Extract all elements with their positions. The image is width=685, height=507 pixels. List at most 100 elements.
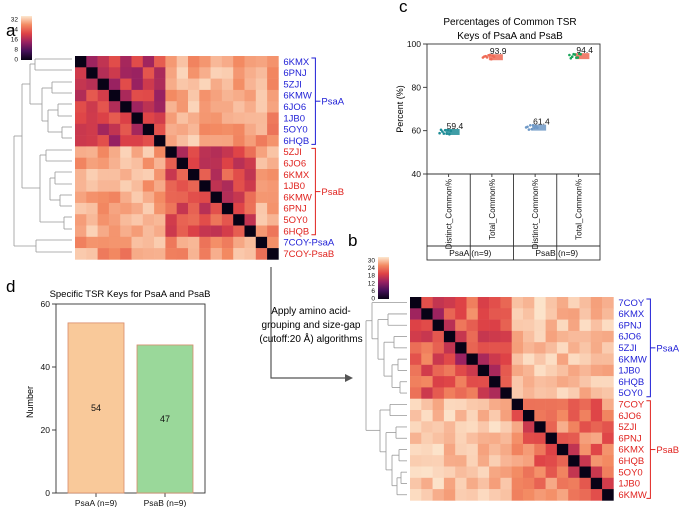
heatmap-a-labels: 6KMX6PNJ5ZJI6KMW6JO61JB05OY06HQB5ZJI6JO6… xyxy=(283,57,335,260)
heatmap-a-cell xyxy=(267,123,279,136)
heatmap-a-cell xyxy=(108,101,121,113)
heatmap-a-cell xyxy=(154,89,166,102)
heatmap-a-cell xyxy=(255,123,268,136)
heatmap-a-cell xyxy=(97,225,110,238)
heatmap-b-cell xyxy=(432,387,445,399)
heatmap-a-cell xyxy=(244,191,257,204)
heatmap-a-cell xyxy=(120,56,132,68)
heatmap-b-cell xyxy=(410,443,422,456)
heatmap-a-cell xyxy=(165,112,177,125)
heatmap-a-cell xyxy=(154,248,166,260)
heatmap-b-cell xyxy=(500,330,512,343)
heatmap-a-cell xyxy=(255,180,268,192)
heatmap-a-cell xyxy=(221,123,234,136)
heatmap-b-cell xyxy=(556,330,569,343)
heatmap-a-cell xyxy=(86,169,98,181)
heatmap-a-cell xyxy=(154,123,166,136)
heatmap-b-cell xyxy=(489,455,501,467)
heatmap-a-cell xyxy=(244,78,257,91)
heatmap-a-cell xyxy=(86,157,98,170)
heatmap-a-cell xyxy=(108,56,121,68)
heatmap-a-cell xyxy=(255,89,268,102)
heatmap-a-row-label: 6JO6 xyxy=(283,159,306,170)
heatmap-b-cell xyxy=(579,308,592,320)
heatmap-a-cell xyxy=(188,180,200,192)
chart-d-ytick-label: 40 xyxy=(41,362,51,372)
heatmap-a-cell xyxy=(210,56,223,68)
heatmap-a-cell xyxy=(244,146,257,158)
heatmap-a-cell xyxy=(210,191,223,204)
heatmap-a-cell xyxy=(108,123,121,136)
heatmap-b-row-label: 6KMW xyxy=(618,354,647,365)
heatmap-a-cell xyxy=(131,89,144,102)
chart-c-data-point xyxy=(492,55,496,59)
chart-c-mean-box xyxy=(575,53,590,60)
heatmap-b-cell xyxy=(545,410,558,422)
heatmap-b-cell xyxy=(602,319,614,332)
chart-c-marks: 59.4 93.9 61.4 94.4 xyxy=(438,45,593,136)
heatmap-a-cell xyxy=(233,236,245,249)
heatmap-a-cell xyxy=(108,225,121,238)
heatmap-a-cell xyxy=(233,101,245,113)
heatmap-b-cell xyxy=(455,477,467,490)
heatmap-a-cell xyxy=(75,67,87,79)
heatmap-b-cell xyxy=(523,364,535,377)
heatmap-a-cell xyxy=(97,112,110,125)
chart-c-group-label: PsaA (n=9) xyxy=(449,248,491,258)
heatmap-b-row-label: 6HQB xyxy=(618,456,644,467)
chart-c-value-label: 61.4 xyxy=(533,117,550,127)
heatmap-b-cell xyxy=(455,297,467,309)
heatmap-a-cell xyxy=(108,169,121,181)
heatmap-a-cell xyxy=(210,67,223,79)
heatmap-b-cell xyxy=(590,297,603,309)
heatmap-a-cell xyxy=(267,225,279,238)
heatmap-b-cell xyxy=(455,410,467,422)
heatmap-a-cell xyxy=(97,202,110,215)
heatmap-a-cell xyxy=(97,67,110,79)
heatmap-a-cell xyxy=(199,101,211,113)
heatmap-b-cell xyxy=(568,455,580,467)
heatmap-a-cell xyxy=(221,214,234,226)
heatmap-b-cell xyxy=(568,353,580,366)
heatmap-b-cell xyxy=(477,489,490,501)
heatmap-b-cell xyxy=(432,455,445,467)
heatmap-a-cell xyxy=(188,67,200,79)
heatmap-b-cell xyxy=(443,330,456,343)
heatmap-b-cell xyxy=(534,398,546,411)
heatmap-a-cell xyxy=(199,236,211,249)
heatmap-a-cell xyxy=(108,89,121,102)
heatmap-b-cell xyxy=(568,364,580,377)
heatmap-b-cell xyxy=(511,455,524,467)
heatmap-a-cell xyxy=(199,248,211,260)
heatmap-b-cell xyxy=(579,376,592,388)
heatmap-b-cell xyxy=(432,466,445,479)
heatmap-b-cell xyxy=(602,297,614,309)
heatmap-b-cell xyxy=(421,443,433,456)
heatmap-a-cell xyxy=(154,225,166,238)
heatmap-a-cell xyxy=(199,78,211,91)
heatmap-a-cell xyxy=(75,157,87,170)
heatmap-b-row-label: 1JB0 xyxy=(618,366,640,377)
chart-c-mean-box xyxy=(532,124,547,131)
heatmap-a-cell xyxy=(233,89,245,102)
heatmap-b-cell xyxy=(477,466,490,479)
heatmap-a-cell xyxy=(255,56,268,68)
heatmap-a-cell xyxy=(188,157,200,170)
heatmap-a-cell xyxy=(142,225,155,238)
chart-c-data-point xyxy=(446,128,450,132)
heatmap-b-cell xyxy=(410,455,422,467)
chart-c-mean-box xyxy=(488,54,503,61)
heatmap-b-cell xyxy=(477,477,490,490)
heatmap-a-cell xyxy=(176,123,189,136)
heatmap-b-cell xyxy=(590,308,603,320)
heatmap-b-cell xyxy=(545,342,558,354)
heatmap-b-cell xyxy=(443,443,456,456)
chart-c-data-point xyxy=(527,128,531,131)
heatmap-b-cell xyxy=(545,353,558,366)
heatmap-b-row-label: 6JO6 xyxy=(618,332,641,343)
heatmap-b-cell xyxy=(568,376,580,388)
heatmap-b-cell xyxy=(511,376,524,388)
heatmap-b-row-label: 1JB0 xyxy=(618,479,640,490)
heatmap-a-cell xyxy=(221,146,234,158)
